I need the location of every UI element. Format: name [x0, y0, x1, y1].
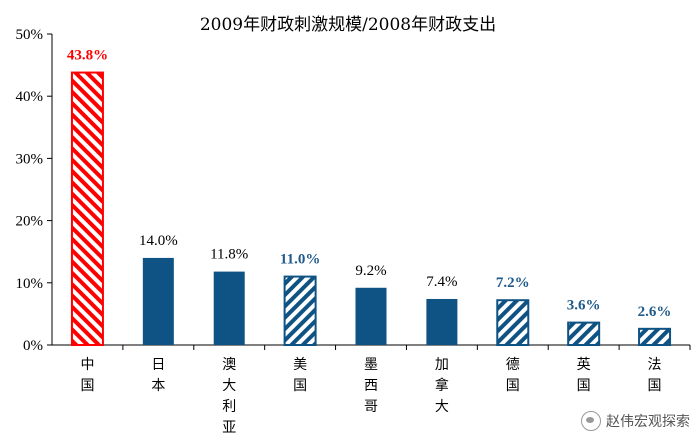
data-labels: 43.8% 14.0% 11.8% 11.0% 9.2% 7.4% 7.2% 3.6% 2.6% [67, 48, 672, 320]
category-label-1: 日本 [151, 357, 165, 394]
wechat-icon [581, 411, 601, 431]
bar-3 [283, 275, 317, 346]
bar-5 [426, 298, 458, 345]
data-label-3: 11.0% [280, 252, 320, 268]
bar-2 [213, 271, 245, 345]
category-label-4: 墨西哥 [364, 357, 378, 415]
category-label-5: 加拿大 [435, 357, 449, 415]
bar-4 [355, 287, 387, 345]
bar-8 [638, 327, 672, 347]
category-label-0: 中国 [80, 357, 94, 394]
bar-0 [70, 71, 104, 347]
y-tick-label: 10% [16, 276, 44, 292]
y-tick-label: 40% [16, 89, 44, 105]
y-tick-label: 0% [23, 338, 43, 354]
watermark: 赵伟宏观探索 [581, 411, 690, 431]
y-tick-label: 30% [16, 151, 44, 167]
data-label-7: 3.6% [567, 298, 601, 314]
category-label-8: 法国 [648, 357, 662, 394]
data-label-4: 9.2% [355, 263, 386, 279]
data-label-0: 43.8% [67, 48, 108, 64]
data-label-5: 7.4% [426, 274, 457, 290]
bar-1 [142, 257, 174, 345]
y-tick-label: 20% [16, 214, 44, 230]
x-axis-categories: 中国 日本 澳大利亚 美国 墨西哥 加拿大 德国 英国 法国 [80, 356, 661, 436]
bars [70, 71, 672, 347]
bar-7 [567, 321, 601, 347]
bar-6 [496, 299, 530, 347]
data-label-6: 7.2% [496, 275, 530, 291]
category-label-6: 德国 [506, 357, 520, 394]
category-label-7: 英国 [577, 356, 591, 394]
data-label-1: 14.0% [139, 233, 178, 249]
data-label-8: 2.6% [638, 304, 672, 320]
category-label-2: 澳大利亚 [222, 357, 236, 436]
y-tick-label: 50% [16, 27, 44, 43]
watermark-text: 赵伟宏观探索 [606, 414, 690, 430]
data-label-2: 11.8% [210, 247, 248, 263]
category-label-3: 美国 [293, 357, 307, 394]
chart-title: 2009年财政刺激规模/2008年财政支出 [200, 15, 496, 35]
